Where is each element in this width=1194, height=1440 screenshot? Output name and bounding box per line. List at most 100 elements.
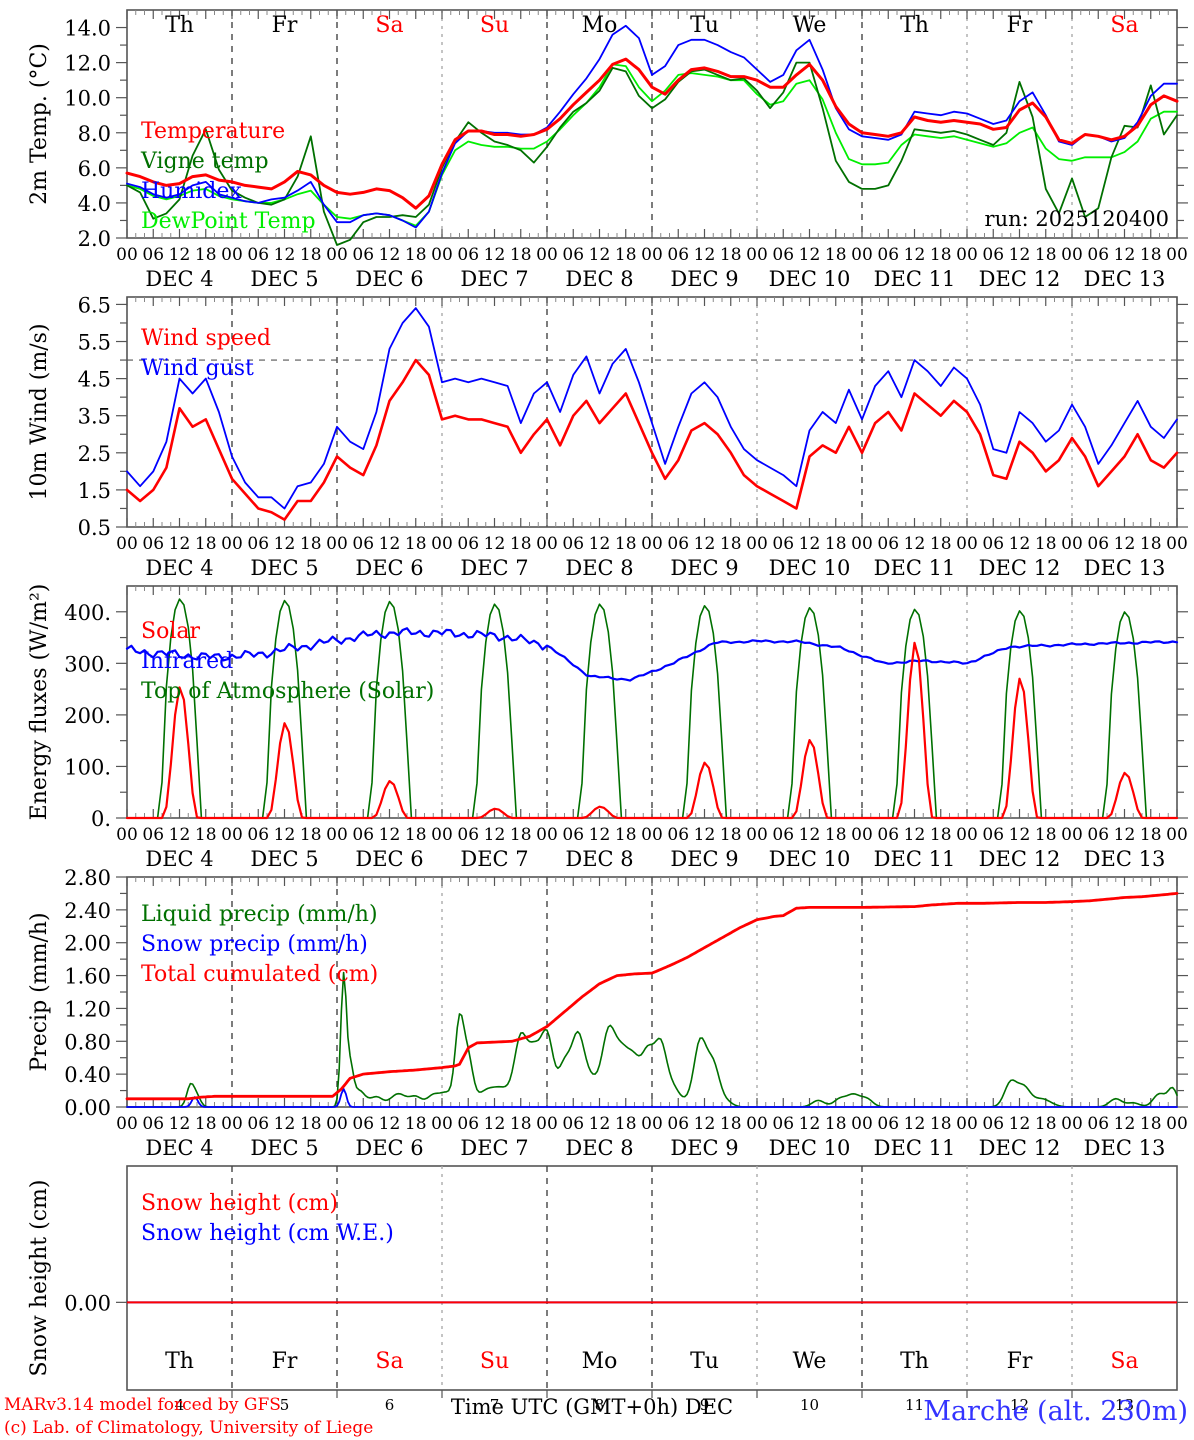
legend-item: Top of Atmosphere (Solar) <box>141 679 434 704</box>
x-hour-label: 06 <box>667 534 689 554</box>
x-hour-label: 00 <box>641 825 663 845</box>
y-axis-title: 10m Wind (m/s) <box>27 323 52 500</box>
x-date-label: DEC 5 <box>250 267 318 291</box>
x-hour-label: 06 <box>247 245 269 265</box>
x-hour-label: 12 <box>169 245 191 265</box>
x-hour-label: 06 <box>877 534 899 554</box>
day-of-week-label-bottom: Su <box>480 1349 509 1374</box>
x-hour-label: 12 <box>484 1114 506 1134</box>
panel-energy: 0. 100. 200. 300. 400. Energy fluxes (W/m²) So… <box>27 584 1188 871</box>
x-day-number: 6 <box>385 1396 395 1414</box>
x-hour-label: 12 <box>694 534 716 554</box>
x-date-label: DEC 11 <box>874 1136 956 1160</box>
day-of-week-label: Sa <box>375 13 403 38</box>
x-hour-label: 06 <box>982 245 1004 265</box>
x-date-label: DEC 6 <box>355 267 423 291</box>
x-hour-label: 00 <box>116 245 138 265</box>
y-tick-label: 0.5 <box>78 516 111 540</box>
y-tick-label: 14.0 <box>64 17 111 41</box>
x-date-label: DEC 7 <box>460 1136 528 1160</box>
x-hour-label: 12 <box>379 825 401 845</box>
x-hour-label: 12 <box>274 825 296 845</box>
x-hour-label: 18 <box>195 245 217 265</box>
x-hour-label: 00 <box>956 245 978 265</box>
x-hour-label: 06 <box>457 534 479 554</box>
day-of-week-label: Su <box>480 13 509 38</box>
x-hour-label: 00 <box>746 1114 768 1134</box>
day-of-week-label: Tu <box>690 13 719 38</box>
x-hour-label: 12 <box>694 1114 716 1134</box>
model-credit-line: MARv3.14 model forced by GFS <box>4 1395 281 1415</box>
x-hour-label: 12 <box>274 245 296 265</box>
x-hour-label: 18 <box>930 1114 952 1134</box>
x-date-label: DEC 8 <box>565 267 633 291</box>
legend-item: Snow height (cm) <box>141 1191 338 1216</box>
x-hour-label: 12 <box>1009 825 1031 845</box>
x-hour-label: 06 <box>667 825 689 845</box>
x-hour-label: 06 <box>772 825 794 845</box>
x-hour-label: 12 <box>1114 245 1136 265</box>
x-hour-label: 12 <box>589 825 611 845</box>
x-hour-label: 12 <box>379 534 401 554</box>
y-tick-label: 2.0 <box>78 227 111 251</box>
x-hour-label: 12 <box>1009 534 1031 554</box>
y-tick-label: 8.0 <box>78 122 111 146</box>
series-wind-gust <box>126 307 1178 510</box>
x-date-label: DEC 12 <box>979 267 1061 291</box>
x-date-label: DEC 10 <box>769 1136 851 1160</box>
x-hour-label: 00 <box>956 1114 978 1134</box>
x-hour-label: 12 <box>904 534 926 554</box>
x-day-number: 5 <box>280 1396 290 1414</box>
x-date-label: DEC 5 <box>250 556 318 580</box>
run-label: run: 2025120400 <box>985 207 1169 231</box>
x-hour-label: 18 <box>195 534 217 554</box>
y-tick-label: 300. <box>64 652 111 676</box>
panel-temperature: 2.0 4.0 6.0 8.0 10.0 12.0 14.0 2m Temp. (°C) Tem… <box>27 9 1188 291</box>
x-hour-label: 12 <box>274 1114 296 1134</box>
x-date-label: DEC 7 <box>460 556 528 580</box>
x-hour-label: 18 <box>510 245 532 265</box>
x-hour-label: 06 <box>1087 245 1109 265</box>
x-hour-label: 00 <box>326 1114 348 1134</box>
x-hour-label: 06 <box>352 245 374 265</box>
x-hour-label: 00 <box>1061 1114 1083 1134</box>
y-tick-label: 12.0 <box>64 52 111 76</box>
x-hour-label: 00 <box>431 534 453 554</box>
x-date-label: DEC 11 <box>874 556 956 580</box>
x-date-label: DEC 7 <box>460 847 528 871</box>
x-hour-label: 06 <box>877 825 899 845</box>
y-tick-label: 0.80 <box>64 1030 111 1054</box>
day-of-week-label-bottom: Tu <box>690 1349 719 1374</box>
x-hour-label: 06 <box>142 1114 164 1134</box>
copyright-line: (c) Lab. of Climatology, University of L… <box>4 1418 373 1438</box>
x-hour-label: 12 <box>1114 534 1136 554</box>
x-hour-label: 18 <box>1035 245 1057 265</box>
x-hour-label: 06 <box>352 534 374 554</box>
station-name: Marche (alt. 230m) <box>923 1396 1188 1427</box>
x-hour-label: 12 <box>274 534 296 554</box>
x-hour-label: 18 <box>195 1114 217 1134</box>
x-date-label: DEC 10 <box>769 556 851 580</box>
x-hour-label: 18 <box>615 245 637 265</box>
x-date-label: DEC 4 <box>145 556 213 580</box>
x-hour-label: 06 <box>457 825 479 845</box>
y-tick-label: 2.00 <box>64 932 111 956</box>
x-hour-label: 12 <box>589 534 611 554</box>
x-hour-label: 06 <box>352 825 374 845</box>
series-vigne-temp <box>126 61 1178 246</box>
x-hour-label: 12 <box>694 825 716 845</box>
legend-item: Wind speed <box>141 326 271 351</box>
series-solar <box>125 641 1179 820</box>
x-date-label: DEC 5 <box>250 1136 318 1160</box>
x-hour-label: 18 <box>405 1114 427 1134</box>
x-hour-label: 12 <box>484 534 506 554</box>
x-hour-label: 12 <box>694 245 716 265</box>
x-hour-label: 06 <box>982 1114 1004 1134</box>
x-hour-label: 18 <box>1140 245 1162 265</box>
x-date-label: DEC 11 <box>874 847 956 871</box>
x-hour-label: 00 <box>536 825 558 845</box>
x-hour-label: 18 <box>825 245 847 265</box>
y-tick-label: 4.5 <box>78 368 111 392</box>
x-hour-label: 18 <box>300 825 322 845</box>
x-hour-label: 18 <box>720 534 742 554</box>
